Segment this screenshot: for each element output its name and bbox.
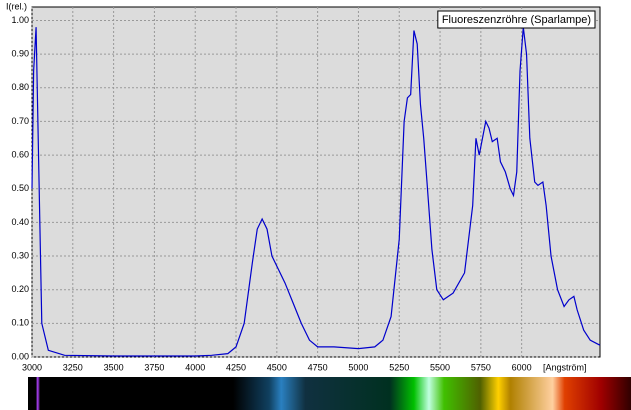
y-tick-label: 0.10 <box>11 318 29 328</box>
spectrum-line <box>31 27 601 357</box>
y-tick-label: 0.00 <box>11 351 29 361</box>
y-tick-label: 0.30 <box>11 250 29 260</box>
x-tick-label: 6000 <box>512 362 532 372</box>
x-tick-label: 4000 <box>185 362 205 372</box>
x-tick-label: 5500 <box>430 362 450 372</box>
y-axis-label: I(rel.) <box>6 1 27 11</box>
y-tick-label: 1.00 <box>11 15 29 25</box>
y-tick-label: 0.90 <box>11 48 29 58</box>
y-tick-label: 0.60 <box>11 149 29 159</box>
x-tick-label: 5750 <box>471 362 491 372</box>
y-tick-label: 0.50 <box>11 183 29 193</box>
x-tick-label: 3500 <box>104 362 124 372</box>
plot-area <box>31 6 601 358</box>
y-tick-label: 0.40 <box>11 217 29 227</box>
y-tick-label: 0.70 <box>11 116 29 126</box>
x-tick-label: 3000 <box>22 362 42 372</box>
spectrum-strip <box>28 377 631 410</box>
legend-label: Fluoreszenzröhre (Sparlampe) <box>442 14 591 26</box>
x-tick-label: 4750 <box>308 362 328 372</box>
y-tick-label: 0.20 <box>11 284 29 294</box>
x-axis-label: [Angström] <box>543 362 587 372</box>
x-tick-label: 4250 <box>226 362 246 372</box>
x-tick-label: 4500 <box>267 362 287 372</box>
x-tick-label: 5250 <box>389 362 409 372</box>
x-tick-label: 3250 <box>63 362 83 372</box>
legend-box <box>437 10 596 29</box>
x-tick-label: 3750 <box>144 362 164 372</box>
y-tick-label: 0.80 <box>11 82 29 92</box>
x-tick-label: 5000 <box>348 362 368 372</box>
